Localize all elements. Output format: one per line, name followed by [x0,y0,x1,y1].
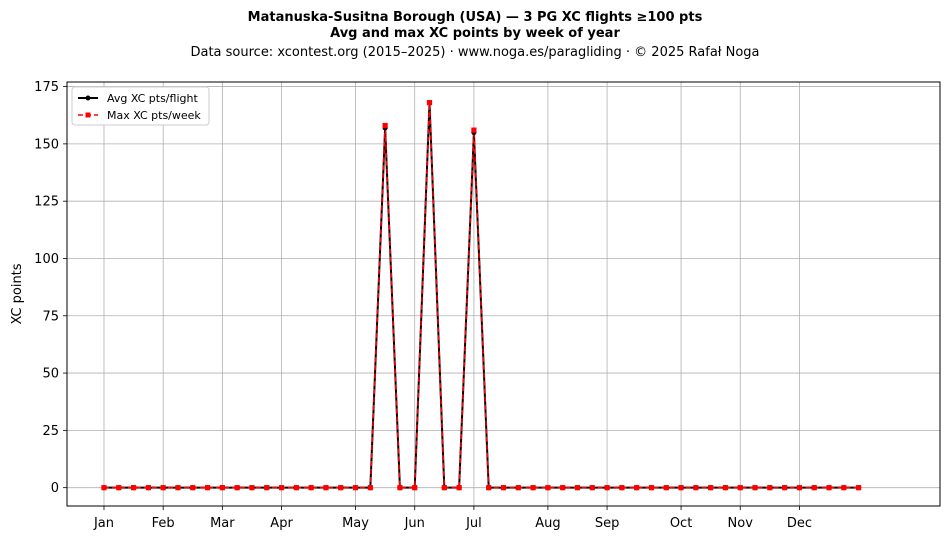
legend-item-avg: Avg XC pts/flight [78,92,198,105]
legend: Avg XC pts/flight Max XC pts/week [71,86,210,126]
x-tick-label-jun: Jun [404,516,425,531]
data-point-max [486,485,492,491]
data-point-max [160,485,166,491]
x-tick-label-feb: Feb [152,516,175,531]
data-point-max [693,485,699,491]
x-tick-label-sep: Sep [595,516,620,531]
data-point-max [116,485,122,491]
data-point-max [338,485,344,491]
data-point-max [515,485,521,491]
legend-marker-avg [85,95,91,101]
data-point-max [856,485,862,491]
legend-label-avg: Avg XC pts/flight [107,92,198,105]
data-point-max [352,485,359,491]
data-point-max [234,485,240,491]
data-point-max [500,485,507,491]
data-point-max [471,127,477,133]
data-point-max [441,485,447,491]
data-point-max [426,100,433,106]
x-tick-label-jan: Jan [93,516,114,531]
data-point-max [308,485,314,491]
x-tick-label-jul: Jul [465,516,482,531]
y-tick-label: 100 [34,252,59,267]
data-point-max [219,485,225,491]
x-tick-label-nov: Nov [728,516,754,531]
legend-box [71,86,210,126]
data-point-max [190,485,196,491]
data-point-max [204,485,211,491]
data-point-max [589,485,595,491]
data-point-max [619,485,625,491]
data-point-max [530,485,536,491]
series-line-max [103,101,859,489]
data-point-max [175,485,181,491]
data-point-max [545,485,551,491]
plot-frame [66,81,941,507]
data-point-max [678,485,684,491]
data-point-max [456,485,462,491]
data-point-max [796,485,803,491]
data-point-max [708,485,714,491]
y-tick-label: 175 [34,80,59,95]
x-tick-label-dec: Dec [787,516,812,531]
x-tick-label-may: May [342,516,369,531]
grid [67,82,940,506]
data-point-max [412,485,418,491]
axes: 0 25 50 75 100 125 150 175 Jan Feb Mar Apr May Jun Jul… [34,80,812,531]
data-point-max [737,485,743,491]
data-point-max [604,485,610,491]
data-point-max [648,485,655,491]
series-layer [101,100,862,491]
x-tick-label-aug: Aug [535,516,560,531]
y-tick-label: 125 [34,195,59,210]
y-tick-label: 50 [42,367,59,382]
data-point-max [382,122,388,129]
data-point-max [323,485,329,491]
data-point-max [811,485,817,491]
data-point-max [634,485,640,491]
x-tick-label-mar: Mar [210,516,235,531]
data-point-max [278,485,285,491]
x-tick-label-apr: Apr [270,516,293,531]
data-point-max [397,485,403,491]
data-point-max [752,485,758,491]
legend-label-max: Max XC pts/week [107,109,201,122]
data-point-max [293,485,299,491]
data-point-max [574,485,581,491]
data-point-max [767,485,773,491]
data-point-max [145,485,151,491]
data-point-max [841,485,847,491]
data-point-max [663,485,669,491]
y-tick-label: 75 [42,309,59,324]
data-point-max [130,485,137,491]
data-point-max [826,485,832,491]
y-tick-label: 25 [42,424,59,439]
x-tick-label-oct: Oct [670,516,692,531]
data-point-max [560,485,566,491]
data-point-max [722,485,729,491]
chart-subtitle: Data source: xcontest.org (2015–2025) · … [190,45,759,60]
chart-title-line1: Matanuska-Susitna Borough (USA) — 3 PG X… [248,10,703,25]
data-point-max [264,485,270,491]
data-point-max [101,485,107,491]
data-point-max [782,485,788,491]
y-tick-label: 150 [34,137,59,152]
y-tick-label: 0 [51,481,59,496]
data-point-max [249,485,255,491]
y-axis-label: XC points [10,263,25,324]
data-point-max [367,485,373,491]
legend-marker-max [85,112,91,118]
legend-item-max: Max XC pts/week [78,109,201,122]
chart-title-line2: Avg and max XC points by week of year [330,26,620,41]
